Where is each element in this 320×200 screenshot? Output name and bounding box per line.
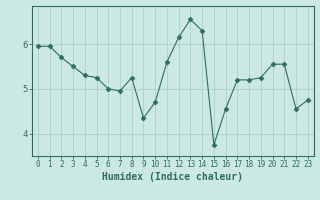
X-axis label: Humidex (Indice chaleur): Humidex (Indice chaleur): [102, 172, 243, 182]
